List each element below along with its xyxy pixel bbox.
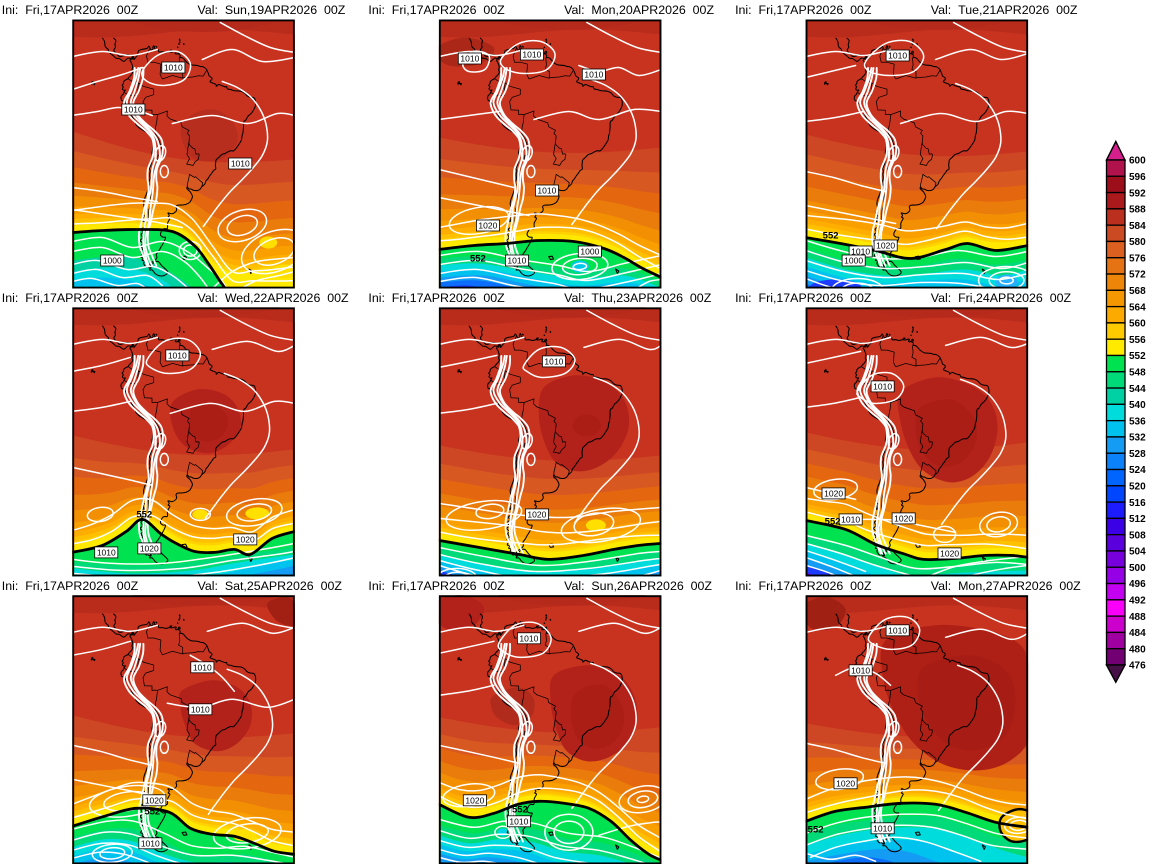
svg-text:568: 568 — [1129, 286, 1146, 297]
svg-text:524: 524 — [1129, 465, 1146, 476]
svg-text:Ini: Fri,17APR2026 00Z: Ini: Fri,17APR2026 00Z — [368, 291, 505, 305]
svg-text:1020: 1020 — [876, 241, 895, 251]
svg-text:1010: 1010 — [519, 633, 538, 643]
svg-text:Val: Sun,19APR2026 00Z: Val: Sun,19APR2026 00Z — [198, 3, 346, 17]
svg-text:476: 476 — [1129, 661, 1146, 672]
svg-text:1020: 1020 — [527, 510, 546, 520]
svg-text:1010: 1010 — [97, 548, 116, 558]
svg-text:488: 488 — [1129, 612, 1146, 623]
svg-text:500: 500 — [1129, 563, 1146, 574]
svg-text:1020: 1020 — [940, 549, 959, 559]
svg-text:484: 484 — [1129, 628, 1146, 639]
svg-text:596: 596 — [1129, 172, 1146, 183]
svg-text:Ini: Fri,17APR2026 00Z: Ini: Fri,17APR2026 00Z — [735, 579, 872, 593]
svg-text:1010: 1010 — [460, 54, 479, 64]
svg-text:Val: Sat,25APR2026 00Z: Val: Sat,25APR2026 00Z — [198, 579, 343, 593]
svg-text:1010: 1010 — [168, 351, 187, 361]
svg-text:552: 552 — [808, 824, 824, 835]
svg-text:1010: 1010 — [544, 357, 563, 367]
svg-text:1020: 1020 — [836, 778, 855, 788]
svg-text:552: 552 — [1129, 351, 1146, 362]
svg-text:1010: 1010 — [164, 63, 183, 73]
svg-text:1020: 1020 — [145, 795, 164, 805]
svg-text:Val: Sun,26APR2026 00Z: Val: Sun,26APR2026 00Z — [564, 579, 712, 593]
svg-text:1010: 1010 — [537, 186, 556, 196]
svg-text:592: 592 — [1129, 188, 1146, 199]
svg-text:516: 516 — [1129, 498, 1146, 509]
svg-text:1010: 1010 — [507, 256, 526, 266]
svg-text:552: 552 — [144, 806, 160, 817]
svg-text:1010: 1010 — [141, 838, 160, 848]
svg-text:1010: 1010 — [841, 515, 860, 525]
svg-text:580: 580 — [1129, 237, 1146, 248]
svg-text:Ini: Fri,17APR2026 00Z: Ini: Fri,17APR2026 00Z — [735, 3, 872, 17]
svg-text:1000: 1000 — [580, 247, 599, 257]
svg-text:552: 552 — [825, 516, 841, 527]
svg-text:560: 560 — [1129, 319, 1146, 330]
svg-text:Ini: Fri,17APR2026 00Z: Ini: Fri,17APR2026 00Z — [2, 3, 139, 17]
svg-text:504: 504 — [1129, 547, 1146, 558]
svg-text:Val: Tue,21APR2026 00Z: Val: Tue,21APR2026 00Z — [931, 3, 1078, 17]
svg-text:1020: 1020 — [140, 544, 159, 554]
svg-text:1010: 1010 — [873, 382, 892, 392]
svg-text:1010: 1010 — [851, 665, 870, 675]
svg-text:576: 576 — [1129, 253, 1146, 264]
svg-text:552: 552 — [512, 804, 528, 815]
svg-text:552: 552 — [136, 509, 152, 520]
svg-text:496: 496 — [1129, 579, 1146, 590]
svg-text:600: 600 — [1129, 156, 1146, 167]
svg-text:1010: 1010 — [124, 105, 143, 115]
svg-text:Ini: Fri,17APR2026 00Z: Ini: Fri,17APR2026 00Z — [2, 579, 139, 593]
svg-text:556: 556 — [1129, 335, 1146, 346]
svg-text:Val: Fri,24APR2026 00Z: Val: Fri,24APR2026 00Z — [931, 291, 1072, 305]
svg-text:Ini: Fri,17APR2026 00Z: Ini: Fri,17APR2026 00Z — [735, 291, 872, 305]
svg-text:1010: 1010 — [509, 816, 528, 826]
svg-text:528: 528 — [1129, 449, 1146, 460]
svg-text:584: 584 — [1129, 221, 1146, 232]
svg-text:1010: 1010 — [522, 50, 541, 60]
svg-text:1010: 1010 — [193, 662, 212, 672]
svg-text:1010: 1010 — [231, 159, 250, 169]
svg-text:540: 540 — [1129, 400, 1146, 411]
svg-text:1020: 1020 — [894, 514, 913, 524]
svg-text:544: 544 — [1129, 384, 1146, 395]
svg-text:1020: 1020 — [824, 489, 843, 499]
svg-text:512: 512 — [1129, 514, 1146, 525]
svg-text:552: 552 — [823, 231, 839, 242]
svg-text:536: 536 — [1129, 416, 1146, 427]
svg-text:552: 552 — [470, 254, 486, 265]
svg-text:1010: 1010 — [191, 704, 210, 714]
svg-text:492: 492 — [1129, 596, 1146, 607]
svg-text:564: 564 — [1129, 302, 1146, 313]
svg-text:588: 588 — [1129, 205, 1146, 216]
svg-text:Val: Thu,23APR2026 00Z: Val: Thu,23APR2026 00Z — [564, 291, 712, 305]
svg-text:Val: Wed,22APR2026 00Z: Val: Wed,22APR2026 00Z — [198, 291, 350, 305]
svg-text:1000: 1000 — [844, 256, 863, 266]
svg-text:Ini: Fri,17APR2026 00Z: Ini: Fri,17APR2026 00Z — [368, 579, 505, 593]
svg-text:532: 532 — [1129, 433, 1146, 444]
svg-text:1020: 1020 — [478, 221, 497, 231]
svg-text:Val: Mon,20APR2026 00Z: Val: Mon,20APR2026 00Z — [564, 3, 714, 17]
svg-text:Ini: Fri,17APR2026 00Z: Ini: Fri,17APR2026 00Z — [368, 3, 505, 17]
svg-text:1010: 1010 — [873, 823, 892, 833]
svg-text:480: 480 — [1129, 644, 1146, 655]
svg-text:1010: 1010 — [888, 625, 907, 635]
svg-text:1000: 1000 — [103, 256, 122, 266]
svg-text:Val: Mon,27APR2026 00Z: Val: Mon,27APR2026 00Z — [931, 579, 1081, 593]
svg-text:520: 520 — [1129, 482, 1146, 493]
svg-text:1010: 1010 — [888, 51, 907, 61]
svg-text:1010: 1010 — [584, 70, 603, 80]
svg-text:1020: 1020 — [465, 795, 484, 805]
svg-text:572: 572 — [1129, 270, 1146, 281]
svg-text:548: 548 — [1129, 368, 1146, 379]
svg-text:Ini: Fri,17APR2026 00Z: Ini: Fri,17APR2026 00Z — [2, 291, 139, 305]
svg-text:1010: 1010 — [851, 247, 870, 257]
svg-text:508: 508 — [1129, 530, 1146, 541]
svg-text:1020: 1020 — [236, 535, 255, 545]
